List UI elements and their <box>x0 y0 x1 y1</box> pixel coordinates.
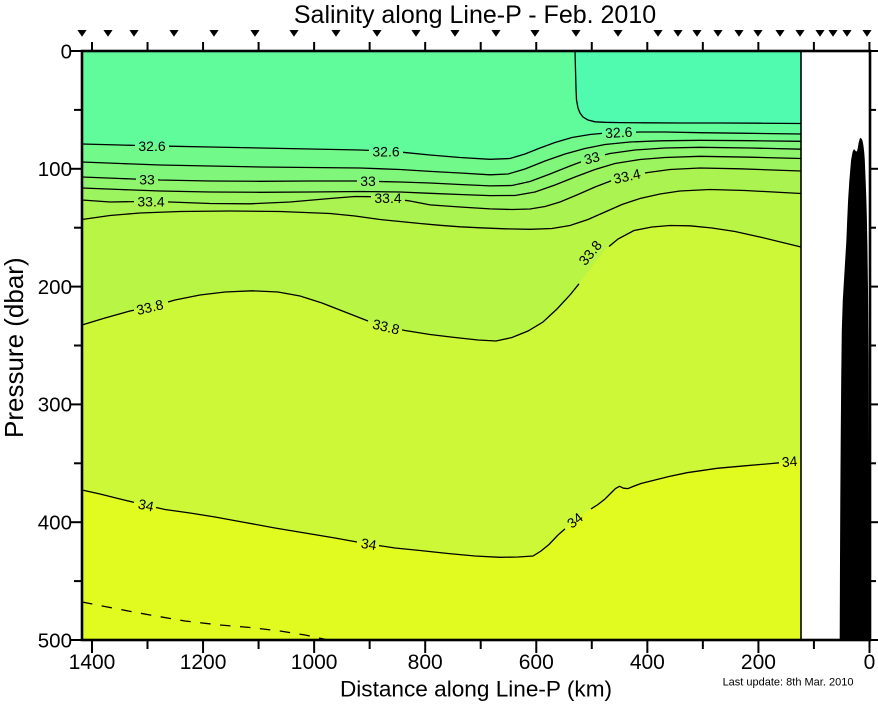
svg-text:34: 34 <box>360 535 378 553</box>
svg-text:500: 500 <box>38 629 72 652</box>
svg-text:33.4: 33.4 <box>137 194 164 210</box>
svg-text:600: 600 <box>519 651 554 674</box>
svg-text:Pressure (dbar): Pressure (dbar) <box>0 257 29 438</box>
svg-text:1000: 1000 <box>291 651 338 674</box>
svg-text:33: 33 <box>360 173 376 189</box>
svg-text:Salinity along Line-P - Feb. 2: Salinity along Line-P - Feb. 2010 <box>294 1 656 29</box>
svg-text:33.4: 33.4 <box>612 165 642 186</box>
svg-text:34: 34 <box>781 453 798 470</box>
svg-text:1200: 1200 <box>180 651 227 674</box>
svg-text:300: 300 <box>38 394 72 417</box>
svg-text:34: 34 <box>137 496 156 515</box>
svg-text:0: 0 <box>61 40 72 63</box>
svg-text:200: 200 <box>741 651 776 674</box>
svg-text:1400: 1400 <box>69 651 116 674</box>
svg-text:400: 400 <box>38 512 72 535</box>
svg-text:33: 33 <box>582 148 601 167</box>
svg-text:200: 200 <box>38 276 72 299</box>
svg-text:33: 33 <box>139 172 155 188</box>
svg-text:Last update: 8th Mar. 2010: Last update: 8th Mar. 2010 <box>723 677 854 689</box>
svg-text:33.8: 33.8 <box>371 316 401 338</box>
svg-text:33.8: 33.8 <box>135 296 165 318</box>
svg-text:33.4: 33.4 <box>374 190 401 206</box>
svg-text:800: 800 <box>408 651 443 674</box>
svg-text:100: 100 <box>38 158 72 181</box>
svg-text:32.6: 32.6 <box>372 143 399 159</box>
svg-text:32.6: 32.6 <box>138 138 165 154</box>
svg-text:Distance along Line-P (km): Distance along Line-P (km) <box>340 677 612 702</box>
svg-text:32.6: 32.6 <box>605 124 633 141</box>
svg-text:400: 400 <box>630 651 665 674</box>
svg-text:0: 0 <box>864 651 876 674</box>
